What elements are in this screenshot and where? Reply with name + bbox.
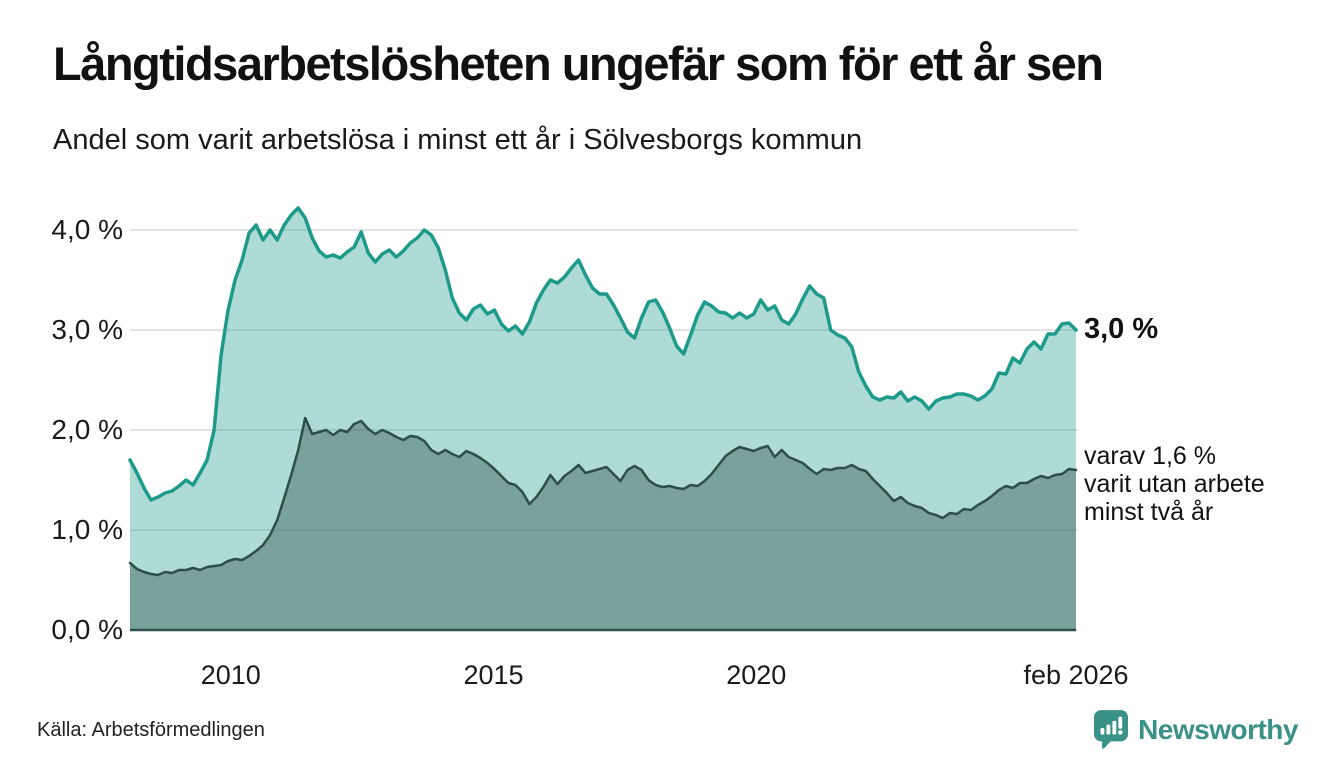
x-tick-label: 2010	[200, 660, 261, 690]
area-fill-one-year	[130, 208, 1076, 630]
line-one-year	[128, 206, 1078, 502]
newsworthy-logo: Newsworthy	[1094, 710, 1298, 750]
page-title: Långtidsarbetslösheten ungefär som för e…	[53, 37, 1104, 90]
newsworthy-wordmark: Newsworthy	[1138, 714, 1298, 745]
source-note: Källa: Arbetsförmedlingen	[37, 719, 265, 741]
x-tick-label: 2020	[726, 660, 787, 690]
area-fill-two-years	[130, 418, 1076, 630]
secondary-series-annotation: varav 1,6 % varit utan arbete minst två …	[1084, 442, 1265, 526]
y-tick-label: 0,0 %	[51, 614, 123, 645]
y-tick-label: 3,0 %	[51, 314, 123, 345]
y-tick-label: 2,0 %	[51, 414, 123, 445]
x-tick-label: 2015	[463, 660, 524, 690]
annotation-line: varav 1,6 %	[1084, 442, 1217, 470]
annotation-line: minst två år	[1084, 498, 1214, 526]
annotation-line: varit utan arbete	[1084, 470, 1265, 498]
latest-value-label: 3,0 %	[1084, 313, 1159, 345]
line-two-years	[128, 416, 1078, 577]
x-tick-label: feb 2026	[1023, 660, 1129, 690]
newsworthy-logo-icon	[1094, 710, 1129, 749]
y-tick-label: 4,0 %	[51, 214, 123, 245]
y-tick-label: 1,0 %	[51, 514, 123, 545]
chart-subtitle: Andel som varit arbetslösa i minst ett å…	[53, 124, 863, 156]
